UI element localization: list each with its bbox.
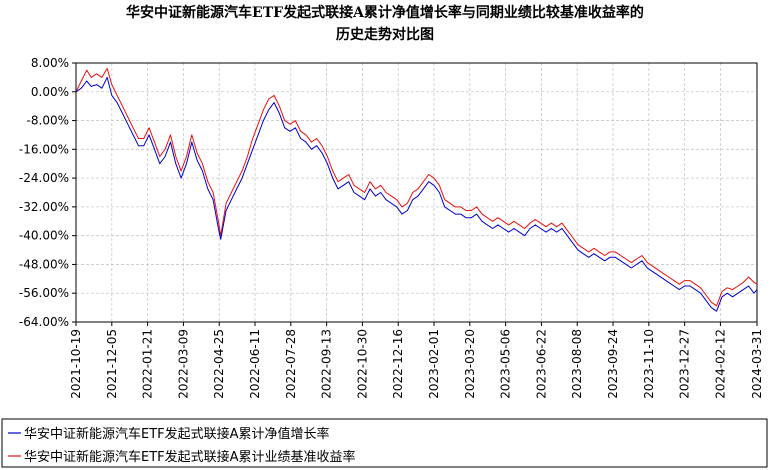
x-tick-label: 2023-02-01	[427, 329, 441, 399]
y-tick-label: -48.00%	[19, 257, 69, 271]
x-tick-label: 2023-08-08	[570, 329, 584, 399]
legend-label-benchmark: 华安中证新能源汽车ETF发起式联接A累计业绩基准收益率	[24, 449, 356, 465]
chart-title-line-1: 华安中证新能源汽车ETF发起式联接A累计净值增长率与同期业绩比较基准收益率的	[126, 4, 644, 21]
x-tick-label: 2022-04-25	[212, 329, 226, 399]
series-line-nav	[75, 76, 758, 312]
x-tick-label: 2023-11-10	[642, 329, 656, 399]
x-tick-label: 2023-05-06	[499, 329, 513, 399]
x-tick-label: 2023-03-20	[463, 329, 477, 399]
legend-box	[1, 418, 768, 468]
y-axis: 8.00% 0.00% -8.00% -16.00% -24.00% -32.00% -40…	[19, 56, 76, 329]
chart-title: 华安中证新能源汽车ETF发起式联接A累计净值增长率与同期业绩比较基准收益率的 历…	[126, 4, 644, 43]
x-tick-label: 2022-06-11	[248, 329, 262, 399]
x-tick-label: 2023-06-22	[534, 329, 548, 399]
legend: 华安中证新能源汽车ETF发起式联接A累计净值增长率 华安中证新能源汽车ETF发起…	[1, 418, 768, 468]
x-tick-label: 2024-03-31	[750, 329, 764, 399]
y-tick-label: 8.00%	[31, 56, 69, 70]
y-tick-label: -8.00%	[27, 114, 69, 128]
y-tick-label: -24.00%	[19, 171, 69, 185]
y-tick-label: -40.00%	[19, 229, 69, 243]
x-tick-label: 2022-09-13	[320, 329, 334, 399]
plot-frame	[75, 62, 758, 323]
x-tick-label: 2024-02-12	[713, 329, 727, 399]
legend-label-nav: 华安中证新能源汽车ETF发起式联接A累计净值增长率	[24, 426, 330, 442]
x-tick-label: 2022-07-28	[284, 329, 298, 399]
y-tick-label: -56.00%	[19, 286, 69, 300]
x-tick-label: 2023-09-24	[606, 329, 620, 399]
x-tick-label: 2021-10-19	[69, 329, 83, 399]
y-tick-label: -32.00%	[19, 200, 69, 214]
chart-title-line-2: 历史走势对比图	[336, 26, 434, 43]
y-tick-label: 0.00%	[31, 85, 69, 99]
grid	[75, 62, 758, 323]
x-axis: 2021-10-19 2021-12-05 2022-01-21 2022-03-09…	[69, 322, 764, 399]
x-tick-label: 2022-03-09	[176, 329, 190, 399]
y-tick-label: -64.00%	[19, 315, 69, 329]
x-tick-label: 2022-12-16	[391, 329, 405, 399]
series-line-benchmark	[75, 67, 758, 307]
x-tick-label: 2021-12-05	[105, 329, 119, 399]
x-tick-label: 2023-12-27	[678, 329, 692, 399]
series-lines	[75, 67, 758, 312]
y-tick-label: -16.00%	[19, 142, 69, 156]
x-tick-label: 2022-10-30	[355, 329, 369, 399]
x-tick-label: 2022-01-21	[141, 329, 155, 399]
